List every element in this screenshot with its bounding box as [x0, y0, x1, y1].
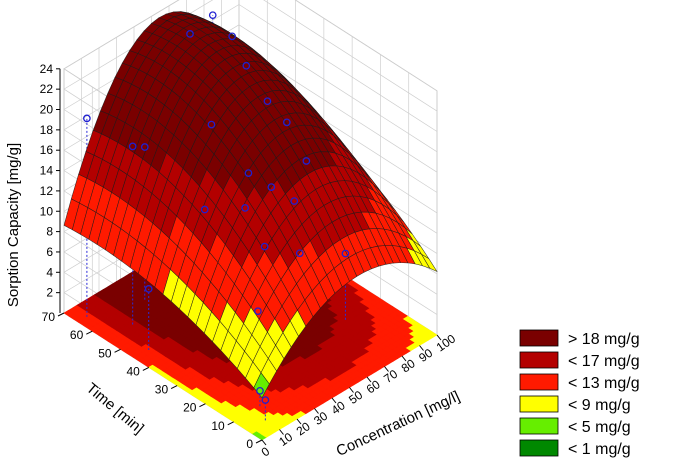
time-tick — [170, 385, 178, 390]
time-tick-label: 0 — [246, 437, 253, 451]
concentration-tick — [349, 387, 354, 393]
observed-point — [256, 386, 264, 395]
legend-label: < 17 mg/g — [568, 353, 640, 370]
observed-points — [83, 11, 350, 404]
concentration-tick-label: 60 — [364, 377, 383, 396]
observed-point — [207, 120, 216, 129]
observed-point — [302, 157, 311, 165]
concentration-tick — [279, 429, 284, 435]
time-tick — [255, 439, 263, 444]
concentration-tick — [314, 408, 319, 414]
observed-point — [228, 32, 236, 41]
z-tick-label: 2 — [46, 286, 53, 300]
observed-point — [261, 396, 270, 404]
observed-point — [200, 205, 209, 214]
response-surface — [63, 11, 438, 399]
concentration-tick — [331, 397, 337, 404]
time-tick — [142, 366, 150, 371]
observed-point — [144, 285, 153, 293]
observed-point — [83, 114, 91, 123]
z-tick-label: 4 — [46, 265, 53, 279]
observed-point — [244, 169, 253, 177]
time-tick — [227, 421, 234, 426]
z-tick-label: 8 — [46, 225, 53, 239]
time-tick — [86, 330, 93, 335]
concentration-tick-label: 10 — [276, 430, 295, 449]
time-tick-label: 20 — [183, 401, 197, 415]
z-axis-title: Sorption Capacity [mg/g] — [5, 143, 22, 307]
legend-swatch — [519, 351, 559, 369]
legend-label: < 9 mg/g — [568, 397, 631, 414]
time-tick — [114, 348, 121, 353]
time-tick — [57, 312, 65, 317]
legend-label: < 5 mg/g — [568, 419, 631, 436]
z-tick-label: 10 — [40, 204, 54, 218]
time-tick-label: 40 — [126, 364, 140, 378]
legend-label: < 1 mg/g — [568, 441, 631, 458]
concentration-tick — [261, 439, 267, 446]
concentration-tick — [401, 355, 407, 362]
observed-point — [128, 142, 137, 151]
time-tick-label: 30 — [155, 383, 169, 397]
concentration-tick-label: 50 — [346, 388, 365, 407]
z-tick-label: 6 — [46, 245, 53, 259]
legend: > 18 mg/g < 17 mg/g < 13 mg/g < 9 mg/g < 5 m… — [519, 329, 640, 458]
observed-point — [140, 143, 149, 151]
z-tick-label: 14 — [40, 164, 54, 178]
concentration-tick-label: 90 — [416, 346, 435, 365]
observed-point — [263, 97, 272, 106]
concentration-tick — [419, 345, 424, 351]
observed-point — [267, 183, 276, 191]
z-tick-label: 22 — [40, 82, 54, 96]
time-tick-label: 50 — [98, 346, 112, 360]
legend-swatch — [519, 395, 559, 413]
observed-point — [208, 11, 217, 20]
z-tick-label: 12 — [40, 184, 54, 198]
observed-point — [290, 197, 299, 205]
observed-point — [341, 249, 350, 258]
legend-label: > 18 mg/g — [568, 331, 640, 348]
observed-point — [260, 242, 269, 251]
legend-swatch — [519, 329, 559, 347]
legend-swatch — [519, 373, 559, 391]
concentration-tick — [384, 366, 389, 372]
z-tick-label: 20 — [40, 103, 54, 117]
concentration-tick — [366, 376, 372, 383]
observed-point — [242, 61, 251, 70]
time-axis-title: Time [min] — [83, 380, 147, 438]
time-tick-label: 70 — [42, 310, 56, 324]
concentration-tick-label: 30 — [311, 409, 330, 428]
legend-swatch — [519, 417, 559, 435]
concentration-tick-label: 80 — [399, 356, 418, 375]
observed-point — [282, 118, 291, 127]
time-tick-label: 10 — [211, 419, 225, 433]
concentration-tick — [296, 418, 302, 425]
concentration-tick-label: 70 — [381, 367, 400, 386]
observed-point — [241, 204, 249, 212]
concentration-tick-label: 20 — [294, 419, 313, 438]
legend-label: < 13 mg/g — [568, 375, 640, 392]
concentration-tick — [436, 334, 442, 341]
z-tick-label: 16 — [40, 143, 54, 157]
concentration-tick-label: 40 — [329, 398, 348, 417]
z-tick-label: 18 — [40, 123, 54, 137]
observed-point — [186, 30, 194, 38]
observed-point — [295, 249, 304, 258]
concentration-tick-label: 0 — [259, 444, 273, 459]
observed-point — [254, 307, 262, 316]
legend-swatch — [519, 439, 559, 457]
z-tick-label: 24 — [40, 62, 54, 76]
time-tick-label: 60 — [70, 328, 84, 342]
time-tick — [199, 403, 206, 408]
